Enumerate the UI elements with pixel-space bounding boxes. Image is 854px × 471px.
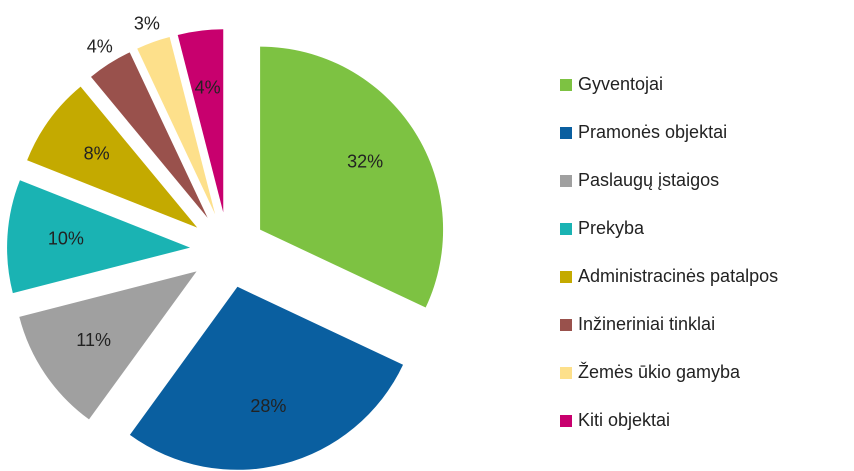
- data-label: 11%: [76, 330, 111, 350]
- legend-swatch: [560, 271, 572, 283]
- pie-slice: [177, 29, 224, 213]
- data-label: 8%: [84, 143, 110, 163]
- data-label: 4%: [87, 37, 113, 57]
- pie-slice: [260, 46, 444, 308]
- legend-label: Gyventojai: [578, 74, 663, 94]
- legend-label: Prekyba: [578, 218, 645, 238]
- legend-label: Administracinės patalpos: [578, 266, 778, 286]
- legend-swatch: [560, 127, 572, 139]
- data-label: 28%: [250, 396, 286, 416]
- pie-slice: [19, 271, 197, 420]
- pie-slice: [137, 36, 216, 215]
- legend-label: Inžineriniai tinklai: [578, 314, 715, 334]
- legend-swatch: [560, 79, 572, 91]
- pie-slice: [7, 180, 191, 294]
- legend-label: Žemės ūkio gamyba: [578, 362, 741, 382]
- data-label: 4%: [195, 78, 221, 98]
- pie-slice: [129, 286, 404, 470]
- data-label: 10%: [48, 229, 84, 249]
- legend-swatch: [560, 319, 572, 331]
- data-label: 3%: [134, 14, 160, 34]
- data-label: 32%: [347, 152, 383, 172]
- legend-swatch: [560, 223, 572, 235]
- pie-slice: [27, 86, 198, 228]
- pie-slice: [90, 52, 208, 218]
- legend-swatch: [560, 175, 572, 187]
- legend-label: Kiti objektai: [578, 410, 670, 430]
- legend-label: Paslaugų įstaigos: [578, 170, 719, 190]
- legend-swatch: [560, 415, 572, 427]
- legend-swatch: [560, 367, 572, 379]
- legend-label: Pramonės objektai: [578, 122, 727, 142]
